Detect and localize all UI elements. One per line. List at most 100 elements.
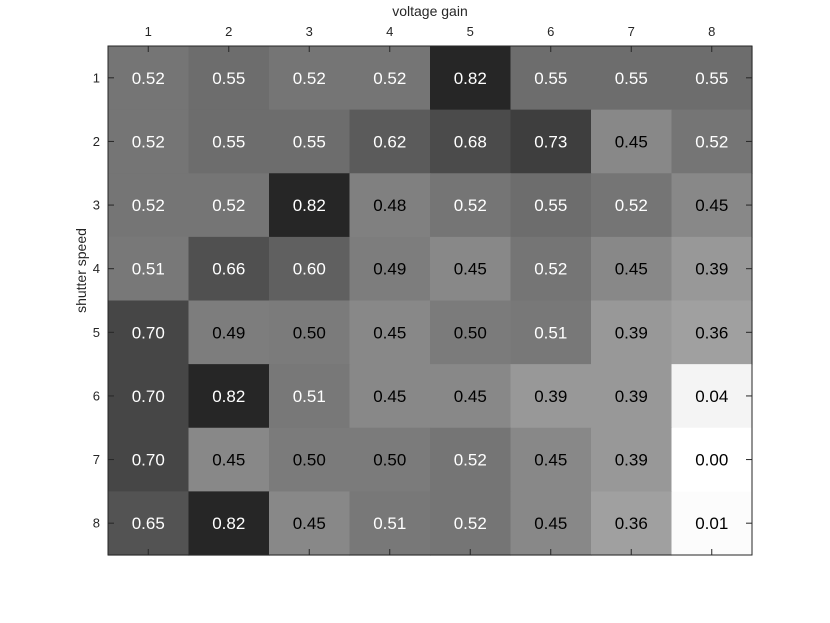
- y-tick-label-8: 8: [93, 516, 100, 531]
- heatmap-cell-r5-c2: [188, 300, 270, 365]
- cell-label-r7-c1: 0.70: [132, 451, 165, 470]
- x-tick-label-6: 6: [547, 24, 554, 39]
- y-tick-label-1: 1: [93, 70, 100, 85]
- heatmap-cell-r2-c5: [430, 109, 512, 174]
- cell-label-r6-c5: 0.45: [454, 387, 487, 406]
- cell-label-r1-c4: 0.52: [373, 69, 406, 88]
- cell-label-r5-c1: 0.70: [132, 323, 165, 342]
- x-tick-label-8: 8: [708, 24, 715, 39]
- cell-label-r1-c3: 0.52: [293, 69, 326, 88]
- heatmap-cell-r2-c3: [269, 109, 351, 174]
- heatmap-cell-r6-c6: [510, 364, 592, 429]
- cell-label-r6-c4: 0.45: [373, 387, 406, 406]
- heatmap-cell-r3-c3: [269, 173, 351, 238]
- heatmap-cell-r3-c8: [671, 173, 753, 238]
- heatmap-cell-r7-c4: [349, 427, 431, 492]
- heatmap-cell-r1-c5: [430, 46, 512, 111]
- cell-label-r8-c1: 0.65: [132, 514, 165, 533]
- heatmap-cell-r4-c2: [188, 236, 270, 302]
- cell-label-r5-c3: 0.50: [293, 323, 326, 342]
- heatmap-cell-r8-c4: [349, 491, 431, 556]
- heatmap-cell-r4-c6: [510, 236, 592, 302]
- heatmap-cell-r2-c6: [510, 109, 592, 174]
- heatmap-cell-r1-c6: [510, 46, 592, 111]
- y-axis-ticks: 1 2 3 4 5 6 7 8: [93, 70, 752, 531]
- heatmap-cell-r8-c2: [188, 491, 270, 556]
- x-tick-label-7: 7: [628, 24, 635, 39]
- heatmap-cell-r5-c8: [671, 300, 753, 365]
- heatmap-cell-r8-c3: [269, 491, 351, 556]
- heatmap-cell-r3-c7: [591, 173, 673, 238]
- cell-label-r6-c6: 0.39: [534, 387, 567, 406]
- heatmap-cell-r7-c7: [591, 427, 673, 492]
- heatmap-cell-r2-c4: [349, 109, 431, 174]
- cell-label-r2-c4: 0.62: [373, 132, 406, 151]
- x-tick-label-4: 4: [386, 24, 393, 39]
- cell-label-r3-c7: 0.52: [615, 196, 648, 215]
- cell-label-r6-c8: 0.04: [695, 387, 728, 406]
- cell-label-r8-c7: 0.36: [615, 514, 648, 533]
- heatmap-cell-r1-c2: [188, 46, 270, 111]
- heatmap-cell-r4-c5: [430, 236, 512, 302]
- cell-label-r7-c7: 0.39: [615, 451, 648, 470]
- cell-label-r4-c7: 0.45: [615, 260, 648, 279]
- cell-label-r6-c2: 0.82: [212, 387, 245, 406]
- heatmap-cell-r6-c4: [349, 364, 431, 429]
- cell-label-r4-c4: 0.49: [373, 260, 406, 279]
- cell-label-r1-c6: 0.55: [534, 69, 567, 88]
- cell-label-r4-c5: 0.45: [454, 260, 487, 279]
- heatmap-cell-r4-c8: [671, 236, 753, 302]
- heatmap-cell-r5-c6: [510, 300, 592, 365]
- heatmap-cell-r1-c4: [349, 46, 431, 111]
- cell-label-r2-c8: 0.52: [695, 132, 728, 151]
- cell-label-r5-c7: 0.39: [615, 323, 648, 342]
- heatmap-cell-r8-c6: [510, 491, 592, 556]
- cell-label-r3-c3: 0.82: [293, 196, 326, 215]
- cell-label-r4-c3: 0.60: [293, 260, 326, 279]
- heatmap-cell-r2-c1: [108, 109, 190, 174]
- heatmap-cell-r8-c1: [108, 491, 190, 556]
- cell-label-r2-c7: 0.45: [615, 132, 648, 151]
- cell-label-r2-c5: 0.68: [454, 132, 487, 151]
- cell-label-r2-c3: 0.55: [293, 132, 326, 151]
- x-tick-label-1: 1: [145, 24, 152, 39]
- heatmap-cell-r6-c1: [108, 364, 190, 429]
- heatmap-cell-r7-c2: [188, 427, 270, 492]
- y-tick-label-6: 6: [93, 388, 100, 403]
- heatmap-cells: [108, 46, 753, 556]
- cell-label-r8-c8: 0.01: [695, 514, 728, 533]
- cell-label-r5-c8: 0.36: [695, 323, 728, 342]
- heatmap-cell-r6-c3: [269, 364, 351, 429]
- cell-label-r2-c6: 0.73: [534, 132, 567, 151]
- heatmap-cell-r5-c5: [430, 300, 512, 365]
- heatmap-cell-r6-c8: [671, 364, 753, 429]
- cell-label-r3-c5: 0.52: [454, 196, 487, 215]
- cell-label-r5-c2: 0.49: [212, 323, 245, 342]
- cell-value-labels: 0.52 0.55 0.52 0.52 0.82 0.55 0.55 0.55 0.52 0.55…: [132, 69, 729, 533]
- y-tick-label-3: 3: [93, 198, 100, 213]
- cell-label-r8-c5: 0.52: [454, 514, 487, 533]
- heatmap-cell-r5-c4: [349, 300, 431, 365]
- heatmap-cell-r1-c3: [269, 46, 351, 111]
- heatmap-cell-r4-c7: [591, 236, 673, 302]
- cell-label-r3-c2: 0.52: [212, 196, 245, 215]
- cell-label-r2-c2: 0.55: [212, 132, 245, 151]
- cell-label-r7-c8: 0.00: [695, 451, 728, 470]
- y-axis-title: shutter speed: [73, 228, 89, 313]
- cell-label-r1-c7: 0.55: [615, 69, 648, 88]
- heatmap-cell-r3-c6: [510, 173, 592, 238]
- y-tick-label-7: 7: [93, 452, 100, 467]
- y-tick-label-4: 4: [93, 261, 100, 276]
- cell-label-r3-c1: 0.52: [132, 196, 165, 215]
- cell-label-r8-c6: 0.45: [534, 514, 567, 533]
- cell-label-r1-c1: 0.52: [132, 69, 165, 88]
- cell-label-r4-c8: 0.39: [695, 260, 728, 279]
- cell-label-r1-c8: 0.55: [695, 69, 728, 88]
- cell-label-r2-c1: 0.52: [132, 132, 165, 151]
- heatmap-cell-r7-c1: [108, 427, 190, 492]
- cell-label-r4-c2: 0.66: [212, 260, 245, 279]
- cell-label-r5-c4: 0.45: [373, 323, 406, 342]
- y-tick-label-5: 5: [93, 325, 100, 340]
- heatmap-cell-r6-c5: [430, 364, 512, 429]
